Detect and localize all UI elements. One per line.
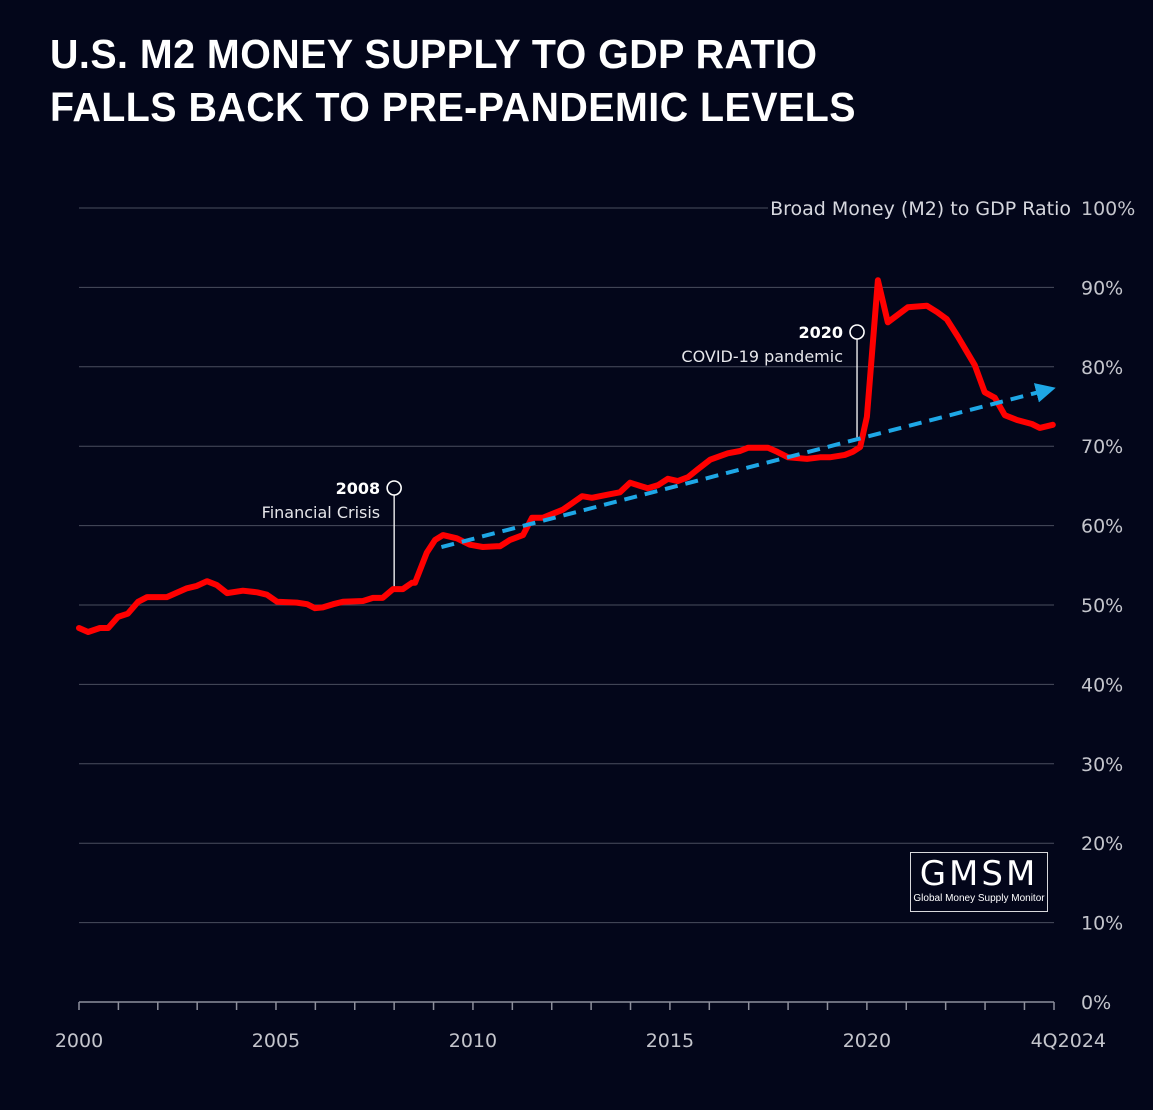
x-tick-label: 2015 [646,1030,694,1052]
y-tick-label: 100% [1081,198,1135,220]
annotation: 2020 COVID-19 pandemic [681,323,865,439]
y-tick-label: 40% [1081,674,1123,696]
annotation-year: 2008 [336,479,381,498]
y-axis-tick-labels: 0% 10% 20% 30% 40% 50% 60% 70% 80% 90% 100% [1081,198,1135,1014]
title-line-2: FALLS BACK TO PRE-PANDEMIC LEVELS [50,84,857,130]
x-axis: 2000 2005 2010 2015 2020 4Q2024 [55,1001,1106,1052]
y-tick-label: 90% [1081,277,1123,299]
x-tick-label: 2020 [843,1030,891,1052]
chart-title: U.S. M2 MONEY SUPPLY TO GDP RATIO FALLS … [50,28,856,134]
annotation-text: COVID-19 pandemic [681,347,843,366]
gridlines [79,207,1054,924]
annotation-text: Financial Crisis [262,503,380,522]
y-tick-label: 60% [1081,516,1123,538]
m2-gdp-ratio-line [76,277,1056,635]
x-tick-label: 2000 [55,1030,103,1052]
y-tick-label: 50% [1081,595,1123,617]
y-tick-label: 70% [1081,436,1123,458]
y-tick-label: 30% [1081,754,1123,776]
y-axis-title: Broad Money (M2) to GDP Ratio [770,198,1071,220]
trend-line [440,383,1056,549]
annotation-year: 2020 [798,323,843,342]
annotations: 2008 Financial Crisis 2020 COVID-19 pandemi… [262,323,865,588]
y-tick-label: 0% [1081,992,1111,1014]
logo-acronym: GMSM [919,854,1039,894]
series-layer [76,277,1056,635]
gmsm-logo: GMSM Global Money Supply Monitor [910,852,1048,912]
annotation-marker [849,324,865,340]
x-tick-label: 2005 [252,1030,300,1052]
logo-name: Global Money Supply Monitor [913,893,1045,904]
x-tick-label: 4Q2024 [1031,1030,1106,1052]
y-tick-label: 20% [1081,833,1123,855]
x-tick-label: 2010 [449,1030,497,1052]
title-line-1: U.S. M2 MONEY SUPPLY TO GDP RATIO [50,31,818,77]
annotation-marker [386,480,402,496]
y-tick-label: 10% [1081,913,1123,935]
annotation: 2008 Financial Crisis [262,479,402,588]
y-tick-label: 80% [1081,357,1123,379]
